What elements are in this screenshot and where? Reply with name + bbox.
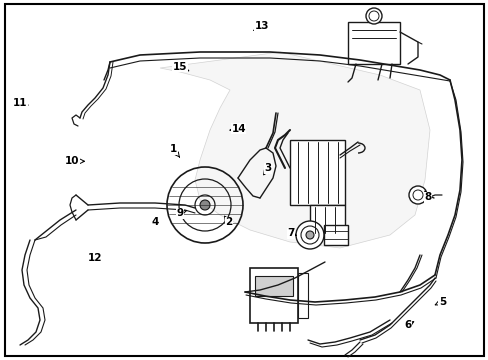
Bar [254,276,292,296]
Circle shape [408,186,426,204]
Text: 4: 4 [151,217,159,228]
Text: 3: 3 [263,163,271,175]
Bar [309,205,345,235]
Text: 5: 5 [434,297,445,307]
Bar [347,22,399,64]
Text: 2: 2 [224,216,232,228]
Bar [289,140,345,205]
Text: 9: 9 [176,208,186,218]
Bar [249,268,297,323]
Text: 10: 10 [65,156,84,166]
Circle shape [365,8,381,24]
Text: 12: 12 [88,253,102,264]
Text: 15: 15 [172,62,188,72]
Text: 7: 7 [286,228,296,238]
Text: 14: 14 [229,124,245,134]
Text: 11: 11 [13,98,28,108]
Bar [297,273,307,318]
Text: 6: 6 [404,320,413,330]
Circle shape [305,231,313,239]
Text: 1: 1 [170,144,179,157]
Text: 8: 8 [424,191,430,202]
Circle shape [200,200,209,210]
Circle shape [295,221,324,249]
Polygon shape [160,52,429,248]
Text: 13: 13 [253,21,268,31]
Bar [324,225,347,245]
